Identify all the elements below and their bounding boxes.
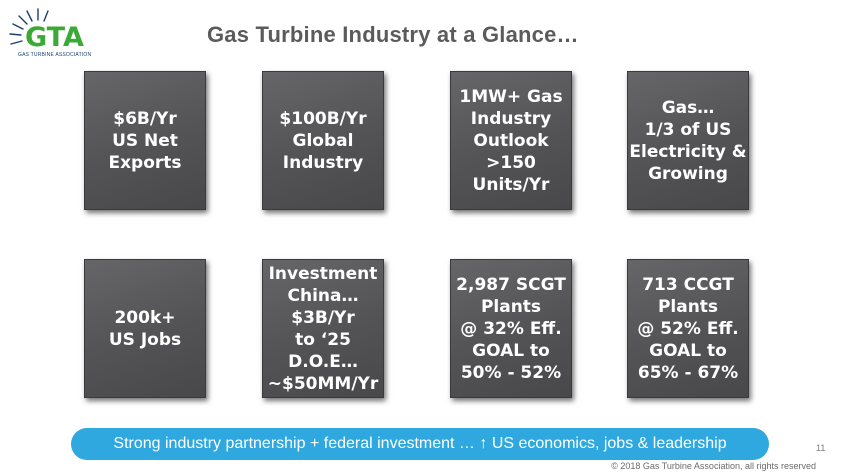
gta-logo-mark: GTA (9, 8, 84, 52)
tile-scgt-plants: 2,987 SCGT Plants @ 32% Eff. GOAL to 50%… (450, 259, 572, 398)
summary-banner: Strong industry partnership + federal in… (71, 428, 769, 460)
copyright-notice: © 2018 Gas Turbine Association, all righ… (611, 461, 816, 471)
page-number: 11 (816, 443, 826, 453)
tile-us-jobs: 200k+ US Jobs (84, 259, 206, 398)
tile-investment: Investment China… $3B/Yr to ‘25 D.O.E… ~… (262, 259, 384, 398)
logo-text: GTA (25, 22, 84, 52)
gta-logo: GTA GAS TURBINE ASSOCIATION (8, 6, 100, 58)
page-title: Gas Turbine Industry at a Glance… (207, 22, 579, 47)
tile-net-exports: $6B/Yr US Net Exports (84, 71, 206, 210)
tile-industry-outlook: 1MW+ Gas Industry Outlook >150 Units/Yr (450, 71, 572, 210)
banner-text: Strong industry partnership + federal in… (113, 435, 727, 452)
tile-global-industry: $100B/Yr Global Industry (262, 71, 384, 210)
logo-tagline: GAS TURBINE ASSOCIATION (18, 52, 92, 58)
tile-gas-electricity: Gas… 1/3 of US Electricity & Growing (627, 71, 749, 210)
tile-ccgt-plants: 713 CCGT Plants @ 52% Eff. GOAL to 65% -… (627, 259, 749, 398)
